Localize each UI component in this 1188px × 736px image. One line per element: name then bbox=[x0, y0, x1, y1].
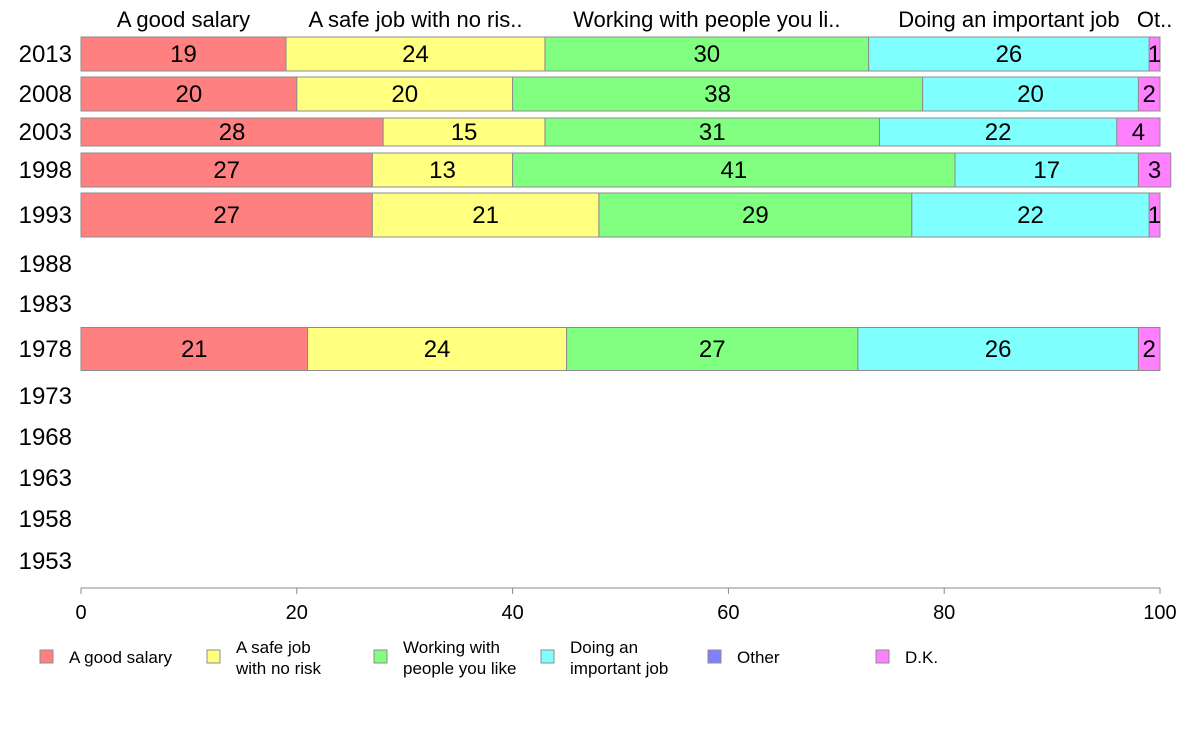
x-tick-label: 80 bbox=[933, 602, 955, 624]
bar-segment bbox=[922, 76, 1139, 112]
bar-segment bbox=[911, 192, 1150, 238]
bar-value-label: 3 bbox=[1148, 157, 1161, 184]
bar-segment bbox=[1137, 152, 1172, 188]
bar-value-label: 2 bbox=[1143, 336, 1156, 363]
bar-segment bbox=[80, 152, 373, 188]
bar-segment bbox=[857, 327, 1139, 371]
bar-value-label: 21 bbox=[472, 202, 499, 229]
bar-segment bbox=[1148, 36, 1161, 72]
bar-segment bbox=[1137, 327, 1161, 371]
y-tick-label: 1993 bbox=[19, 202, 72, 229]
bar-segment bbox=[285, 36, 546, 72]
bar-segment bbox=[80, 76, 298, 112]
bar-value-label: 26 bbox=[985, 336, 1012, 363]
bar-segment bbox=[1137, 76, 1161, 112]
top-series-label: Working with people you li.. bbox=[573, 7, 840, 32]
legend-label: A good salary bbox=[69, 648, 173, 667]
top-series-label: Ot.. bbox=[1137, 7, 1172, 32]
legend-swatch bbox=[540, 649, 555, 664]
bar-value-label: 29 bbox=[742, 202, 769, 229]
bar-value-label: 28 bbox=[219, 119, 246, 146]
bar-value-label: 30 bbox=[693, 41, 720, 68]
bar-segment bbox=[80, 117, 384, 147]
y-tick-label: 1978 bbox=[19, 336, 72, 363]
bar-value-label: 24 bbox=[402, 41, 429, 68]
bar-value-label: 41 bbox=[720, 157, 747, 184]
x-tick-label: 100 bbox=[1143, 602, 1176, 624]
bar-value-label: 4 bbox=[1132, 119, 1145, 146]
y-tick-label: 1968 bbox=[19, 424, 72, 451]
bar-segment bbox=[382, 117, 546, 147]
x-tick-label: 40 bbox=[501, 602, 523, 624]
top-series-label: A good salary bbox=[117, 7, 250, 32]
bar-segment bbox=[80, 327, 309, 371]
bar-segment bbox=[296, 76, 514, 112]
bar-value-label: 20 bbox=[391, 81, 418, 108]
legend-label: with no risk bbox=[235, 659, 322, 678]
legend-label: people you like bbox=[403, 659, 516, 678]
y-tick-label: 2003 bbox=[19, 119, 72, 146]
bar-value-label: 27 bbox=[213, 157, 240, 184]
legend-swatch bbox=[206, 649, 221, 664]
bar-value-label: 26 bbox=[996, 41, 1023, 68]
bar-segment bbox=[80, 36, 287, 72]
top-series-label: A safe job with no ris.. bbox=[308, 7, 522, 32]
y-tick-label: 2013 bbox=[19, 41, 72, 68]
bar-value-label: 17 bbox=[1033, 157, 1060, 184]
bar-value-label: 20 bbox=[1017, 81, 1044, 108]
x-tick-label: 20 bbox=[286, 602, 308, 624]
y-tick-label: 1953 bbox=[19, 548, 72, 575]
bar-value-label: 27 bbox=[213, 202, 240, 229]
legend-label: A safe job bbox=[236, 638, 311, 657]
bar-value-label: 1 bbox=[1148, 41, 1161, 68]
y-tick-label: 1958 bbox=[19, 506, 72, 533]
bar-segment bbox=[544, 36, 870, 72]
bar-value-label: 22 bbox=[1017, 202, 1044, 229]
y-tick-label: 1998 bbox=[19, 157, 72, 184]
bar-value-label: 22 bbox=[985, 119, 1012, 146]
bar-segment bbox=[80, 192, 373, 238]
y-tick-label: 1988 bbox=[19, 251, 72, 278]
legend-swatch bbox=[707, 649, 722, 664]
bar-segment bbox=[512, 76, 924, 112]
bar-value-label: 24 bbox=[424, 336, 451, 363]
bar-segment bbox=[371, 192, 600, 238]
y-tick-label: 1963 bbox=[19, 465, 72, 492]
bar-segment bbox=[566, 327, 859, 371]
legend-swatch bbox=[875, 649, 890, 664]
legend-swatch bbox=[373, 649, 388, 664]
legend-label: Doing an bbox=[570, 638, 638, 657]
y-tick-label: 1983 bbox=[19, 291, 72, 318]
legend-swatch bbox=[39, 649, 54, 664]
bar-segment bbox=[1116, 117, 1161, 147]
legend-label: Other bbox=[737, 648, 780, 667]
y-tick-label: 2008 bbox=[19, 81, 72, 108]
bar-value-label: 38 bbox=[704, 81, 731, 108]
y-tick-label: 1973 bbox=[19, 383, 72, 410]
bar-value-label: 20 bbox=[176, 81, 203, 108]
bar-value-label: 27 bbox=[699, 336, 726, 363]
bar-segment bbox=[544, 117, 880, 147]
bar-value-label: 21 bbox=[181, 336, 208, 363]
bar-segment bbox=[1148, 192, 1161, 238]
bar-value-label: 1 bbox=[1148, 202, 1161, 229]
x-tick-label: 0 bbox=[75, 602, 86, 624]
bar-value-label: 2 bbox=[1143, 81, 1156, 108]
bar-segment bbox=[878, 117, 1118, 147]
x-tick-label: 60 bbox=[717, 602, 739, 624]
bar-value-label: 13 bbox=[429, 157, 456, 184]
bar-segment bbox=[954, 152, 1139, 188]
legend-label: Working with bbox=[403, 638, 500, 657]
bar-segment bbox=[512, 152, 956, 188]
legend-label: important job bbox=[570, 659, 668, 678]
bar-value-label: 19 bbox=[170, 41, 197, 68]
legend-label: D.K. bbox=[905, 648, 938, 667]
bar-value-label: 31 bbox=[699, 119, 726, 146]
top-series-label: Doing an important job bbox=[898, 7, 1119, 32]
bar-value-label: 15 bbox=[451, 119, 478, 146]
